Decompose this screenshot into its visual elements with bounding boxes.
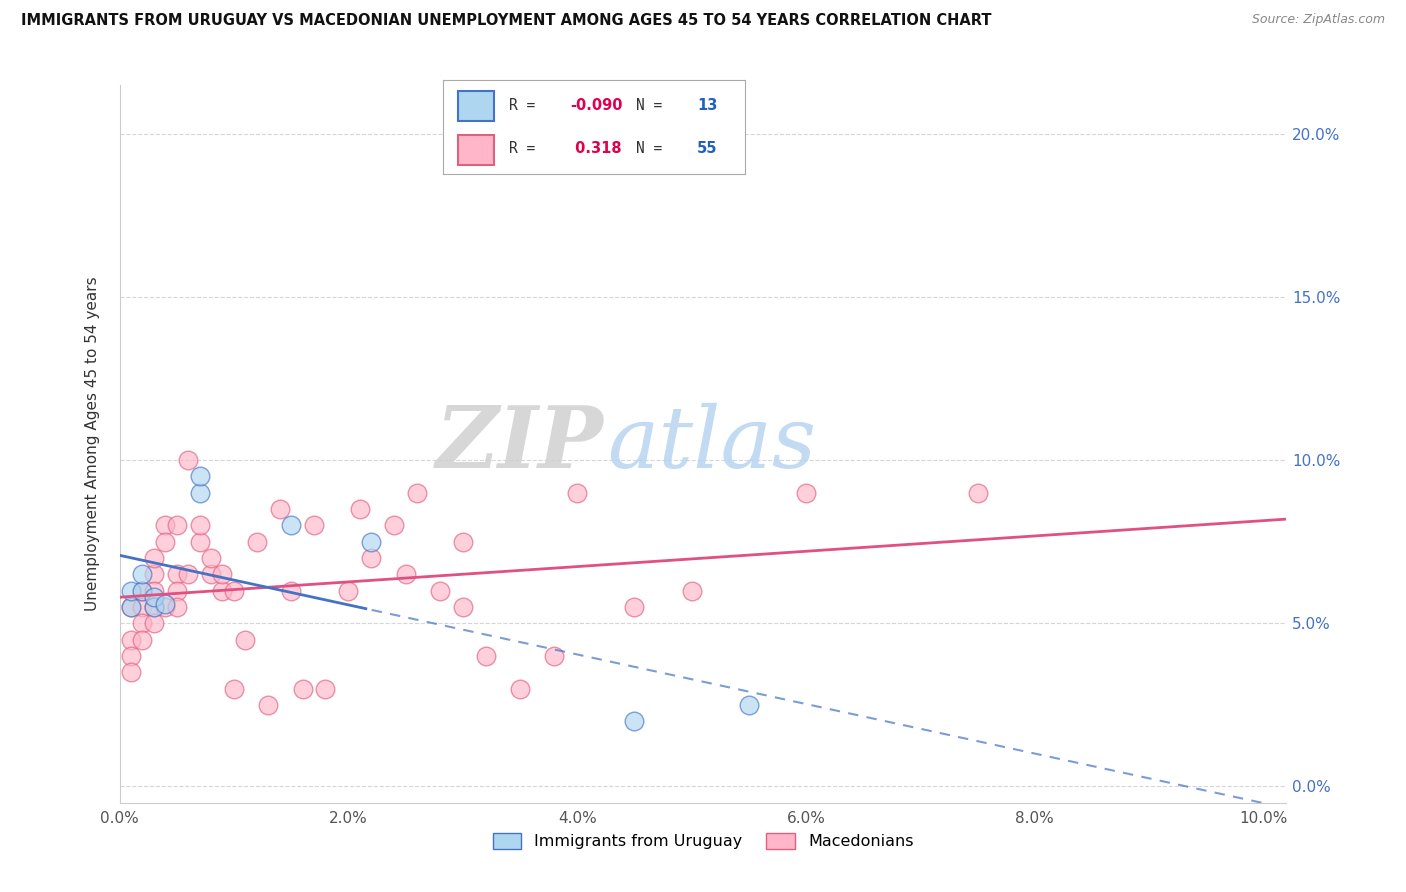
- Point: [131, 632, 153, 647]
- Point: [131, 599, 153, 614]
- Text: ZIP: ZIP: [436, 402, 603, 485]
- Point: [235, 632, 257, 647]
- Point: [120, 665, 142, 680]
- Point: [155, 518, 177, 533]
- Point: [382, 518, 405, 533]
- FancyBboxPatch shape: [458, 91, 495, 120]
- Point: [738, 698, 761, 712]
- Point: [406, 485, 429, 500]
- Text: 0.318: 0.318: [569, 141, 621, 156]
- Point: [565, 485, 588, 500]
- Point: [966, 485, 988, 500]
- Point: [177, 567, 200, 582]
- Point: [120, 599, 142, 614]
- Point: [166, 599, 188, 614]
- Point: [429, 583, 451, 598]
- Text: R =: R =: [509, 98, 544, 113]
- Point: [120, 648, 142, 663]
- Point: [451, 534, 474, 549]
- Point: [623, 714, 645, 729]
- Point: [257, 698, 280, 712]
- Text: 55: 55: [697, 141, 717, 156]
- Point: [360, 551, 382, 566]
- Point: [142, 551, 165, 566]
- Point: [155, 597, 177, 611]
- Point: [142, 599, 165, 614]
- Text: IMMIGRANTS FROM URUGUAY VS MACEDONIAN UNEMPLOYMENT AMONG AGES 45 TO 54 YEARS COR: IMMIGRANTS FROM URUGUAY VS MACEDONIAN UN…: [21, 13, 991, 29]
- Point: [142, 567, 165, 582]
- Point: [349, 502, 371, 516]
- Legend: Immigrants from Uruguay, Macedonians: Immigrants from Uruguay, Macedonians: [486, 827, 920, 855]
- Point: [451, 599, 474, 614]
- Text: atlas: atlas: [607, 402, 817, 485]
- Point: [166, 518, 188, 533]
- Text: N =: N =: [637, 141, 671, 156]
- Text: -0.090: -0.090: [569, 98, 623, 113]
- Point: [246, 534, 269, 549]
- Text: Source: ZipAtlas.com: Source: ZipAtlas.com: [1251, 13, 1385, 27]
- Point: [142, 599, 165, 614]
- Text: 13: 13: [697, 98, 717, 113]
- Point: [623, 599, 645, 614]
- Point: [360, 534, 382, 549]
- Point: [131, 583, 153, 598]
- Point: [142, 583, 165, 598]
- Text: R =: R =: [509, 141, 544, 156]
- Y-axis label: Unemployment Among Ages 45 to 54 years: Unemployment Among Ages 45 to 54 years: [86, 277, 100, 611]
- Point: [142, 616, 165, 631]
- Point: [177, 453, 200, 467]
- Point: [280, 583, 302, 598]
- Point: [474, 648, 496, 663]
- Point: [794, 485, 817, 500]
- FancyBboxPatch shape: [458, 135, 495, 164]
- Point: [302, 518, 325, 533]
- Point: [222, 681, 245, 696]
- Point: [120, 583, 142, 598]
- Point: [200, 551, 222, 566]
- Point: [188, 534, 211, 549]
- Point: [291, 681, 314, 696]
- Point: [211, 567, 233, 582]
- Point: [211, 583, 233, 598]
- Point: [188, 485, 211, 500]
- Point: [200, 567, 222, 582]
- Point: [131, 616, 153, 631]
- Point: [155, 534, 177, 549]
- Point: [222, 583, 245, 598]
- Point: [543, 648, 565, 663]
- Point: [280, 518, 302, 533]
- Point: [131, 583, 153, 598]
- Point: [509, 681, 531, 696]
- Point: [131, 567, 153, 582]
- Point: [142, 590, 165, 604]
- Point: [394, 567, 416, 582]
- Point: [681, 583, 703, 598]
- Point: [188, 518, 211, 533]
- Point: [120, 599, 142, 614]
- Point: [337, 583, 360, 598]
- Point: [269, 502, 291, 516]
- Point: [120, 632, 142, 647]
- Point: [188, 469, 211, 483]
- Point: [314, 681, 336, 696]
- Point: [166, 567, 188, 582]
- Text: N =: N =: [637, 98, 671, 113]
- Point: [155, 599, 177, 614]
- Point: [166, 583, 188, 598]
